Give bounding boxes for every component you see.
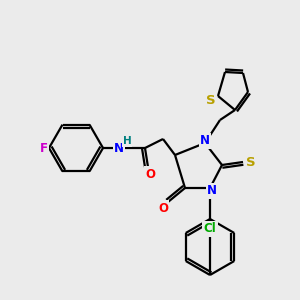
Text: O: O: [158, 202, 168, 214]
Text: S: S: [206, 94, 216, 106]
Text: N: N: [207, 184, 217, 197]
Text: N: N: [200, 134, 210, 148]
Text: H: H: [123, 136, 131, 146]
Text: N: N: [114, 142, 124, 154]
Text: F: F: [40, 142, 48, 154]
Text: S: S: [246, 155, 256, 169]
Text: Cl: Cl: [204, 223, 216, 236]
Text: O: O: [145, 167, 155, 181]
